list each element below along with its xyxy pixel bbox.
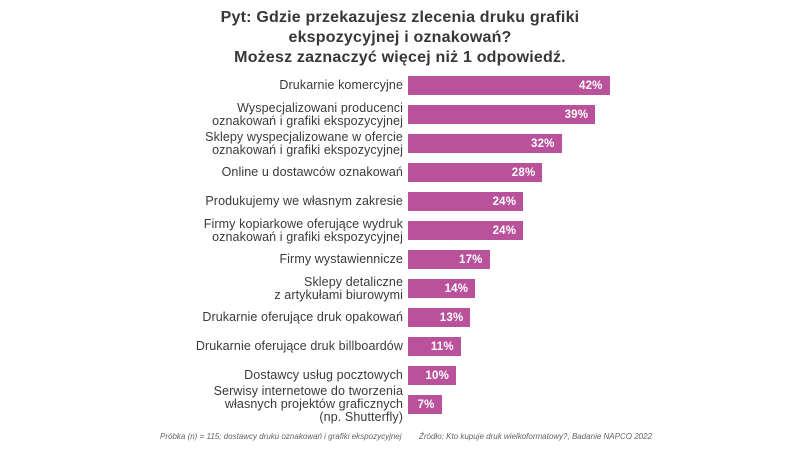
category-label: Produkujemy we własnym zakresie [205, 194, 403, 208]
bar: 24% [408, 192, 524, 211]
category-label: Dostawcy usług pocztowych [244, 368, 403, 382]
bar: 7% [408, 395, 442, 414]
chart-content: Pyt: Gdzie przekazujesz zlecenia druku g… [148, 0, 652, 441]
chart-row: Drukarnie komercyjne 42% [148, 71, 652, 100]
category-label: Firmy kopiarkowe oferujące wydruk oznako… [203, 216, 403, 244]
value-label: 39% [564, 108, 589, 121]
chart-row: Firmy kopiarkowe oferujące wydruk oznako… [148, 216, 652, 245]
bar-area: 7% [403, 395, 652, 414]
bar: 39% [408, 105, 596, 124]
bar: 13% [408, 308, 471, 327]
value-label: 32% [530, 137, 555, 150]
chart-row: Sklepy wyspecjalizowane w ofercie oznako… [148, 129, 652, 158]
chart-row: Firmy wystawiennicze 17% [148, 245, 652, 274]
category-label: Serwisy internetowe do tworzenia własnyc… [213, 384, 403, 424]
category-label: Sklepy wyspecjalizowane w ofercie oznako… [205, 129, 403, 157]
chart-row: Produkujemy we własnym zakresie 24% [148, 187, 652, 216]
bar-area: 24% [403, 221, 652, 240]
category-label: Sklepy detaliczne z artykułami biurowymi [274, 274, 403, 302]
value-label: 42% [578, 79, 603, 92]
category-label: Online u dostawców oznakowań [221, 165, 403, 179]
chart-row: Drukarnie oferujące druk opakowań 13% [148, 303, 652, 332]
value-label: 24% [492, 195, 517, 208]
chart-row: Sklepy detaliczne z artykułami biurowymi… [148, 274, 652, 303]
category-label: Drukarnie oferujące druk opakowań [202, 310, 403, 324]
bar: 28% [408, 163, 543, 182]
bar-area: 10% [403, 366, 652, 385]
bar-area: 39% [403, 105, 652, 124]
bar: 11% [408, 337, 461, 356]
bar: 32% [408, 134, 562, 153]
chart-title-line-3: Możesz zaznaczyć więcej niż 1 odpowiedź. [234, 49, 566, 66]
bar-area: 42% [403, 76, 652, 95]
value-label: 13% [439, 311, 464, 324]
chart-row: Serwisy internetowe do tworzenia własnyc… [148, 385, 652, 424]
chart-title: Pyt: Gdzie przekazujesz zlecenia druku g… [148, 0, 652, 68]
value-label: 14% [444, 282, 469, 295]
bar: 17% [408, 250, 490, 269]
bar-chart: Drukarnie komercyjne 42% Wyspecjalizowan… [148, 71, 652, 424]
bar: 24% [408, 221, 524, 240]
chart-row: Dostawcy usług pocztowych 10% [148, 361, 652, 390]
chart-row: Wyspecjalizowani producenci oznakowań i … [148, 100, 652, 129]
bar: 42% [408, 76, 610, 95]
chart-title-line-1: Pyt: Gdzie przekazujesz zlecenia druku g… [220, 9, 580, 26]
value-label: 24% [492, 224, 517, 237]
bar-area: 32% [403, 134, 652, 153]
bar-area: 14% [403, 279, 652, 298]
category-label: Firmy wystawiennicze [279, 252, 403, 266]
bar-area: 11% [403, 337, 652, 356]
value-label: 10% [425, 369, 449, 382]
chart-row: Online u dostawców oznakowań 28% [148, 158, 652, 187]
bar: 14% [408, 279, 476, 298]
bar-area: 13% [403, 308, 652, 327]
chart-row: Drukarnie oferujące druk billboardów 11% [148, 332, 652, 361]
bar-area: 28% [403, 163, 652, 182]
bar-area: 17% [403, 250, 652, 269]
sample-size-footnote: Próbka (n) = 115; dostawcy druku oznakow… [160, 432, 402, 441]
source-footnote: Źródło: Kto kupuje druk wielkoformatowy?… [418, 432, 652, 441]
chart-title-line-2: ekspozycyjnej i oznakowań? [288, 29, 512, 46]
category-label: Drukarnie komercyjne [279, 78, 403, 92]
value-label: 11% [430, 340, 454, 353]
value-label: 28% [511, 166, 536, 179]
chart-footnotes: Próbka (n) = 115; dostawcy druku oznakow… [148, 432, 652, 441]
value-label: 7% [417, 398, 435, 411]
bar: 10% [408, 366, 456, 385]
bar-area: 24% [403, 192, 652, 211]
category-label: Wyspecjalizowani producenci oznakowań i … [212, 100, 403, 128]
category-label: Drukarnie oferujące druk billboardów [195, 339, 403, 353]
value-label: 17% [458, 253, 483, 266]
